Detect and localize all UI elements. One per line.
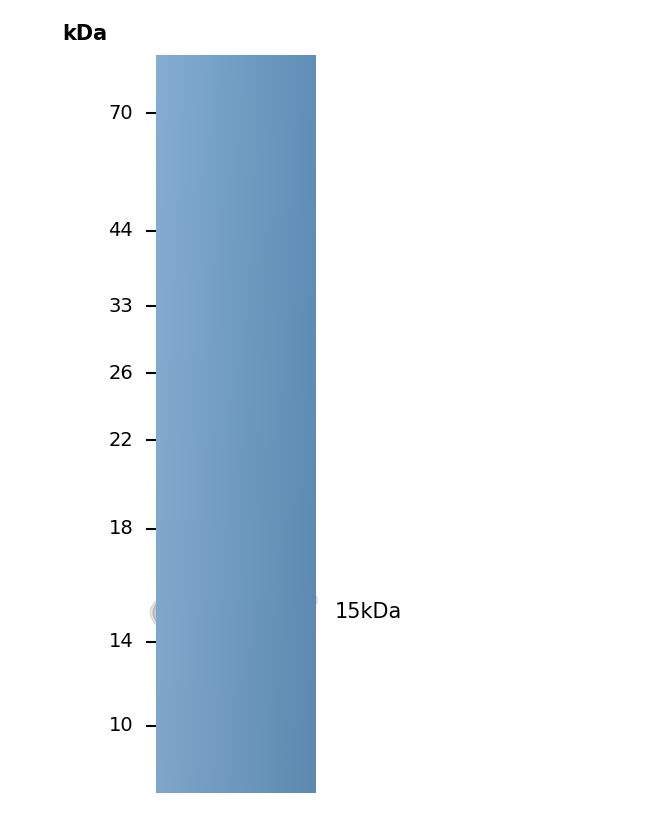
Text: 33: 33: [109, 297, 133, 315]
Text: 70: 70: [109, 104, 133, 122]
Text: 18: 18: [109, 519, 133, 538]
Polygon shape: [153, 576, 314, 641]
Text: 44: 44: [109, 221, 133, 240]
Text: 22: 22: [109, 431, 133, 450]
Text: 14: 14: [109, 633, 133, 651]
Text: 15kDa: 15kDa: [335, 602, 402, 623]
Text: 26: 26: [109, 364, 133, 383]
Text: 10: 10: [109, 717, 133, 735]
Polygon shape: [159, 578, 308, 639]
Text: kDa: kDa: [62, 23, 107, 44]
Polygon shape: [150, 575, 317, 643]
